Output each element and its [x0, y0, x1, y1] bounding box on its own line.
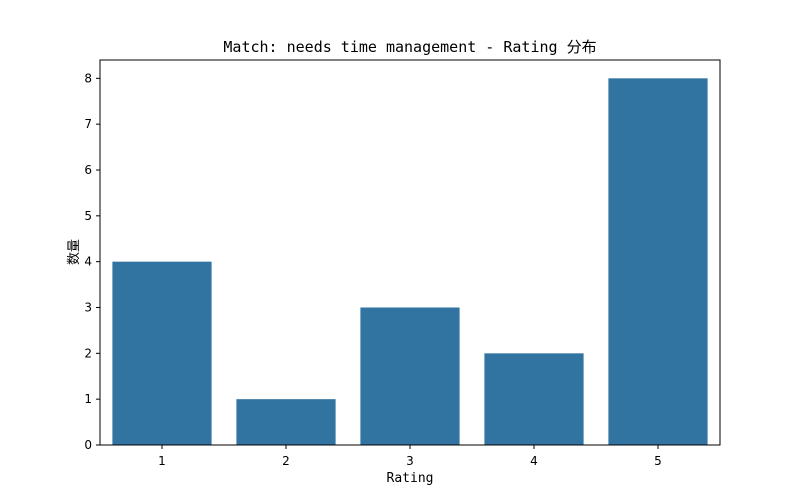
bar-5: [608, 78, 708, 445]
plot-frame: [99, 59, 721, 446]
x-tick-label-2: 2: [282, 454, 290, 468]
bars-group: [112, 78, 708, 445]
x-tick-label-5: 5: [654, 454, 662, 468]
y-tick-label-3: 3: [84, 301, 92, 315]
x-tick-label-4: 4: [530, 454, 538, 468]
chart-title: Match: needs time management - Rating 分布: [223, 38, 596, 56]
y-tick-label-7: 7: [84, 117, 92, 131]
bar-4: [484, 353, 584, 445]
y-axis-ticks: 0 1 2 3 4 5 6 7 8: [84, 71, 100, 452]
x-axis-label: Rating: [387, 471, 434, 486]
y-tick-label-1: 1: [84, 392, 92, 406]
y-tick-label-8: 8: [84, 71, 92, 85]
bar-1: [112, 261, 212, 445]
y-tick-label-6: 6: [84, 163, 92, 177]
y-tick-label-2: 2: [84, 346, 92, 360]
bar-2: [236, 399, 336, 445]
y-tick-label-0: 0: [84, 438, 92, 452]
bar-3: [360, 307, 460, 445]
x-axis-ticks: 1 2 3 4 5: [158, 445, 662, 468]
x-tick-label-1: 1: [158, 454, 166, 468]
y-axis-label: 数量: [67, 239, 82, 265]
y-tick-label-5: 5: [84, 209, 92, 223]
y-tick-label-4: 4: [84, 255, 92, 269]
x-tick-label-3: 3: [406, 454, 414, 468]
